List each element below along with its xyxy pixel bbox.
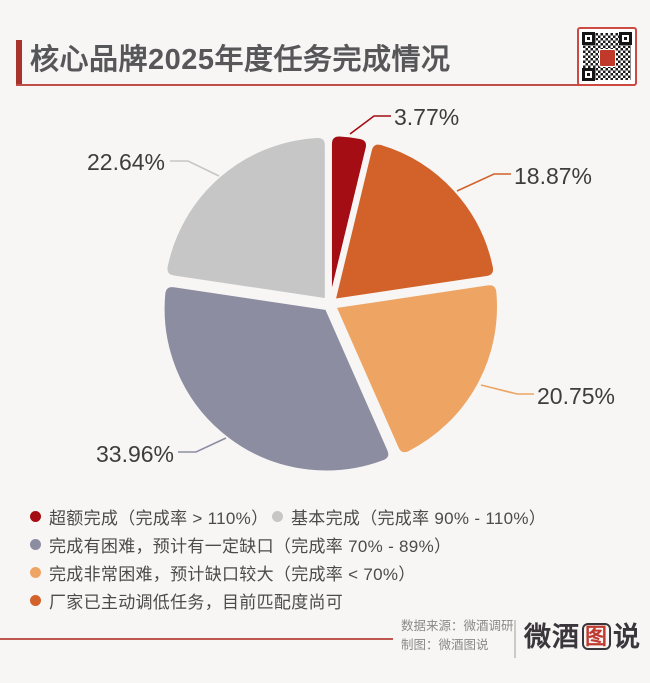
legend-dot-icon: [30, 594, 41, 606]
pie-slice-4[interactable]: [164, 135, 328, 301]
pie-slice-1[interactable]: [333, 142, 496, 302]
data-source: 数据来源：微酒调研: [401, 619, 514, 633]
pie-label-difficult: 33.96%: [95, 441, 174, 467]
pie-label-line-2: [480, 384, 534, 395]
logo-boxed-char: 图: [582, 623, 612, 650]
legend-item-basic[interactable]: 基本完成（完成率 90% - 110%）: [272, 505, 547, 528]
legend-dot-icon: [272, 510, 283, 522]
pie-label-line-1: [456, 173, 511, 192]
logo-text: 微酒: [524, 622, 580, 652]
legend-label: 基本完成（完成率 90% - 110%）: [291, 508, 547, 528]
pie-label-basic: 22.64%: [86, 149, 165, 175]
logo-text: 说: [613, 622, 642, 652]
chart-credit: 制图：微酒图说: [401, 638, 489, 652]
qr-finder-icon: [619, 32, 632, 45]
qr-code: [577, 27, 637, 86]
footer-accent-line: [0, 638, 393, 640]
legend-dot-icon: [30, 538, 41, 550]
pie-label-line-0: [349, 115, 391, 135]
title-underline: [16, 84, 635, 86]
pie-slice-3[interactable]: [162, 284, 391, 473]
legend-label: 完成有困难，预计有一定缺口（完成率 70% - 89%）: [49, 536, 452, 556]
pie-label-very-difficult: 20.75%: [537, 383, 616, 409]
legend-label: 完成非常困难，预计缺口较大（完成率 < 70%）: [49, 564, 416, 584]
pie-label-line-4: [170, 160, 220, 177]
legend-item-difficult[interactable]: 完成有困难，预计有一定缺口（完成率 70% - 89%）: [30, 533, 452, 556]
legend-label: 超额完成（完成率 > 110%）: [49, 508, 269, 528]
brand-logo: 微酒图说: [524, 620, 641, 654]
footer-credits: 数据来源：微酒调研 制图：微酒图说: [401, 617, 514, 655]
pie-slice-2[interactable]: [334, 282, 500, 455]
legend-item-exceeded[interactable]: 超额完成（完成率 > 110%）: [30, 505, 269, 528]
legend-label: 厂家已主动调低任务，目前匹配度尚可: [49, 592, 344, 612]
qr-center-badge: [599, 48, 616, 67]
qr-finder-icon: [582, 68, 595, 81]
pie-label-exceeded: 3.77%: [394, 104, 460, 130]
legend-dot-icon: [30, 510, 41, 522]
qr-finder-icon: [582, 32, 595, 45]
pie-slice-0[interactable]: [329, 134, 369, 300]
legend-item-very-difficult[interactable]: 完成非常困难，预计缺口较大（完成率 < 70%）: [30, 561, 416, 584]
pie-label-task-lowered: 18.87%: [514, 163, 593, 189]
legend-dot-icon: [30, 566, 41, 578]
page-title: 核心品牌2025年度任务完成情况: [30, 44, 451, 76]
footer-divider: [514, 620, 516, 658]
title-accent-bar: [16, 40, 22, 85]
pie-label-line-3: [178, 437, 227, 453]
legend-item-task-lowered[interactable]: 厂家已主动调低任务，目前匹配度尚可: [30, 589, 344, 612]
